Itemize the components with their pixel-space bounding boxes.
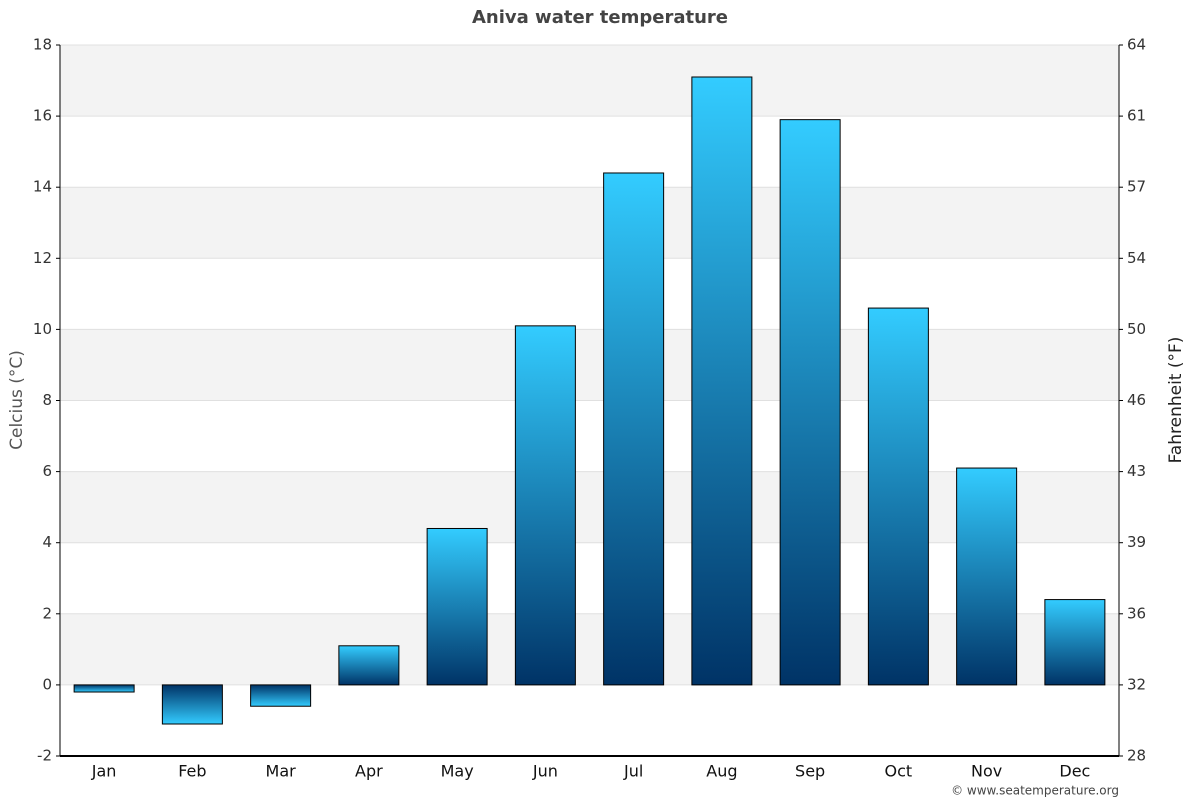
bar bbox=[691, 76, 753, 686]
y2-tick-label: 36 bbox=[1127, 604, 1146, 622]
x-tick-label: Jun bbox=[532, 762, 558, 781]
bar bbox=[956, 467, 1018, 686]
chart-title: Aniva water temperature bbox=[472, 7, 728, 28]
y-tick-label: 18 bbox=[33, 36, 52, 54]
x-tick-label: Oct bbox=[885, 762, 913, 781]
bar bbox=[426, 527, 488, 686]
x-tick-label: Feb bbox=[178, 762, 206, 781]
y-tick-label: 2 bbox=[42, 604, 52, 622]
y-tick-label: 16 bbox=[33, 107, 52, 125]
y2-tick-label: 39 bbox=[1127, 533, 1146, 551]
bar bbox=[73, 684, 135, 693]
plot-background bbox=[60, 44, 1119, 757]
y2-tick-label: 43 bbox=[1127, 462, 1146, 480]
y2-axis-label: Fahrenheit (°F) bbox=[1166, 337, 1186, 464]
y-tick-label: -2 bbox=[37, 747, 52, 765]
y-tick-label: 0 bbox=[42, 675, 52, 693]
grid-band bbox=[60, 187, 1119, 259]
x-tick-label: Dec bbox=[1059, 762, 1090, 781]
y-tick-label: 10 bbox=[33, 320, 52, 338]
x-tick-label: Jan bbox=[91, 762, 117, 781]
bar bbox=[867, 307, 929, 686]
grid-band bbox=[60, 45, 1119, 117]
x-tick-label: Sep bbox=[795, 762, 825, 781]
x-tick-label: Mar bbox=[266, 762, 297, 781]
y2-tick-label: 50 bbox=[1127, 320, 1146, 338]
bar bbox=[1044, 599, 1106, 686]
y-tick-label: 14 bbox=[33, 178, 52, 196]
y2-tick-label: 32 bbox=[1127, 675, 1146, 693]
grid-band bbox=[60, 329, 1119, 401]
grid-band bbox=[60, 471, 1119, 543]
x-tick-label: May bbox=[441, 762, 474, 781]
bar bbox=[338, 645, 400, 686]
bar bbox=[779, 119, 841, 686]
x-tick-label: Aug bbox=[706, 762, 737, 781]
bar bbox=[603, 172, 665, 686]
x-tick-label: Apr bbox=[355, 762, 383, 781]
x-tick-label: Nov bbox=[971, 762, 1002, 781]
bar bbox=[514, 325, 576, 686]
y2-tick-label: 61 bbox=[1127, 107, 1146, 125]
grid-band bbox=[60, 613, 1119, 685]
y2-tick-label: 54 bbox=[1127, 249, 1146, 267]
bar bbox=[250, 684, 312, 707]
bar bbox=[161, 684, 223, 725]
y-tick-label: 6 bbox=[42, 462, 52, 480]
y-tick-label: 4 bbox=[42, 533, 52, 551]
y2-tick-label: 64 bbox=[1127, 36, 1146, 54]
y-tick-label: 12 bbox=[33, 249, 52, 267]
y2-tick-label: 46 bbox=[1127, 391, 1146, 409]
source-credit: © www.seatemperature.org bbox=[951, 784, 1119, 798]
y-tick-label: 8 bbox=[42, 391, 52, 409]
y-axis-label: Celcius (°C) bbox=[7, 350, 27, 450]
y2-tick-label: 57 bbox=[1127, 178, 1146, 196]
x-tick-label: Jul bbox=[623, 762, 643, 781]
y2-tick-label: 28 bbox=[1127, 747, 1146, 765]
